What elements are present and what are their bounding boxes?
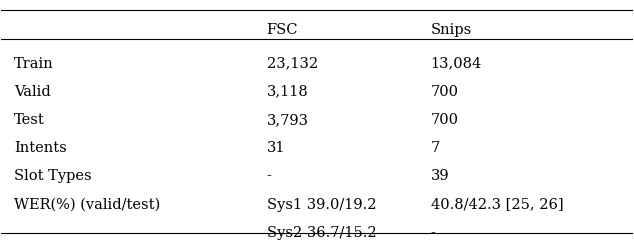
Text: 23,132: 23,132 <box>266 57 318 71</box>
Text: Sys1 39.0/19.2: Sys1 39.0/19.2 <box>266 198 376 212</box>
Text: -: - <box>266 169 271 183</box>
Text: Test: Test <box>14 113 45 127</box>
Text: 700: 700 <box>430 113 458 127</box>
Text: FSC: FSC <box>266 24 298 37</box>
Text: 3,118: 3,118 <box>266 85 308 99</box>
Text: Train: Train <box>14 57 54 71</box>
Text: 39: 39 <box>430 169 450 183</box>
Text: Intents: Intents <box>14 141 67 155</box>
Text: Valid: Valid <box>14 85 51 99</box>
Text: WER(%) (valid/test): WER(%) (valid/test) <box>14 198 160 212</box>
Text: 31: 31 <box>266 141 285 155</box>
Text: Slot Types: Slot Types <box>14 169 92 183</box>
Text: 7: 7 <box>430 141 440 155</box>
Text: -: - <box>430 226 436 240</box>
Text: Sys2 36.7/15.2: Sys2 36.7/15.2 <box>266 226 376 240</box>
Text: 3,793: 3,793 <box>266 113 309 127</box>
Text: 40.8/42.3 [25, 26]: 40.8/42.3 [25, 26] <box>430 198 563 212</box>
Text: Snips: Snips <box>430 24 472 37</box>
Text: 700: 700 <box>430 85 458 99</box>
Text: 13,084: 13,084 <box>430 57 482 71</box>
